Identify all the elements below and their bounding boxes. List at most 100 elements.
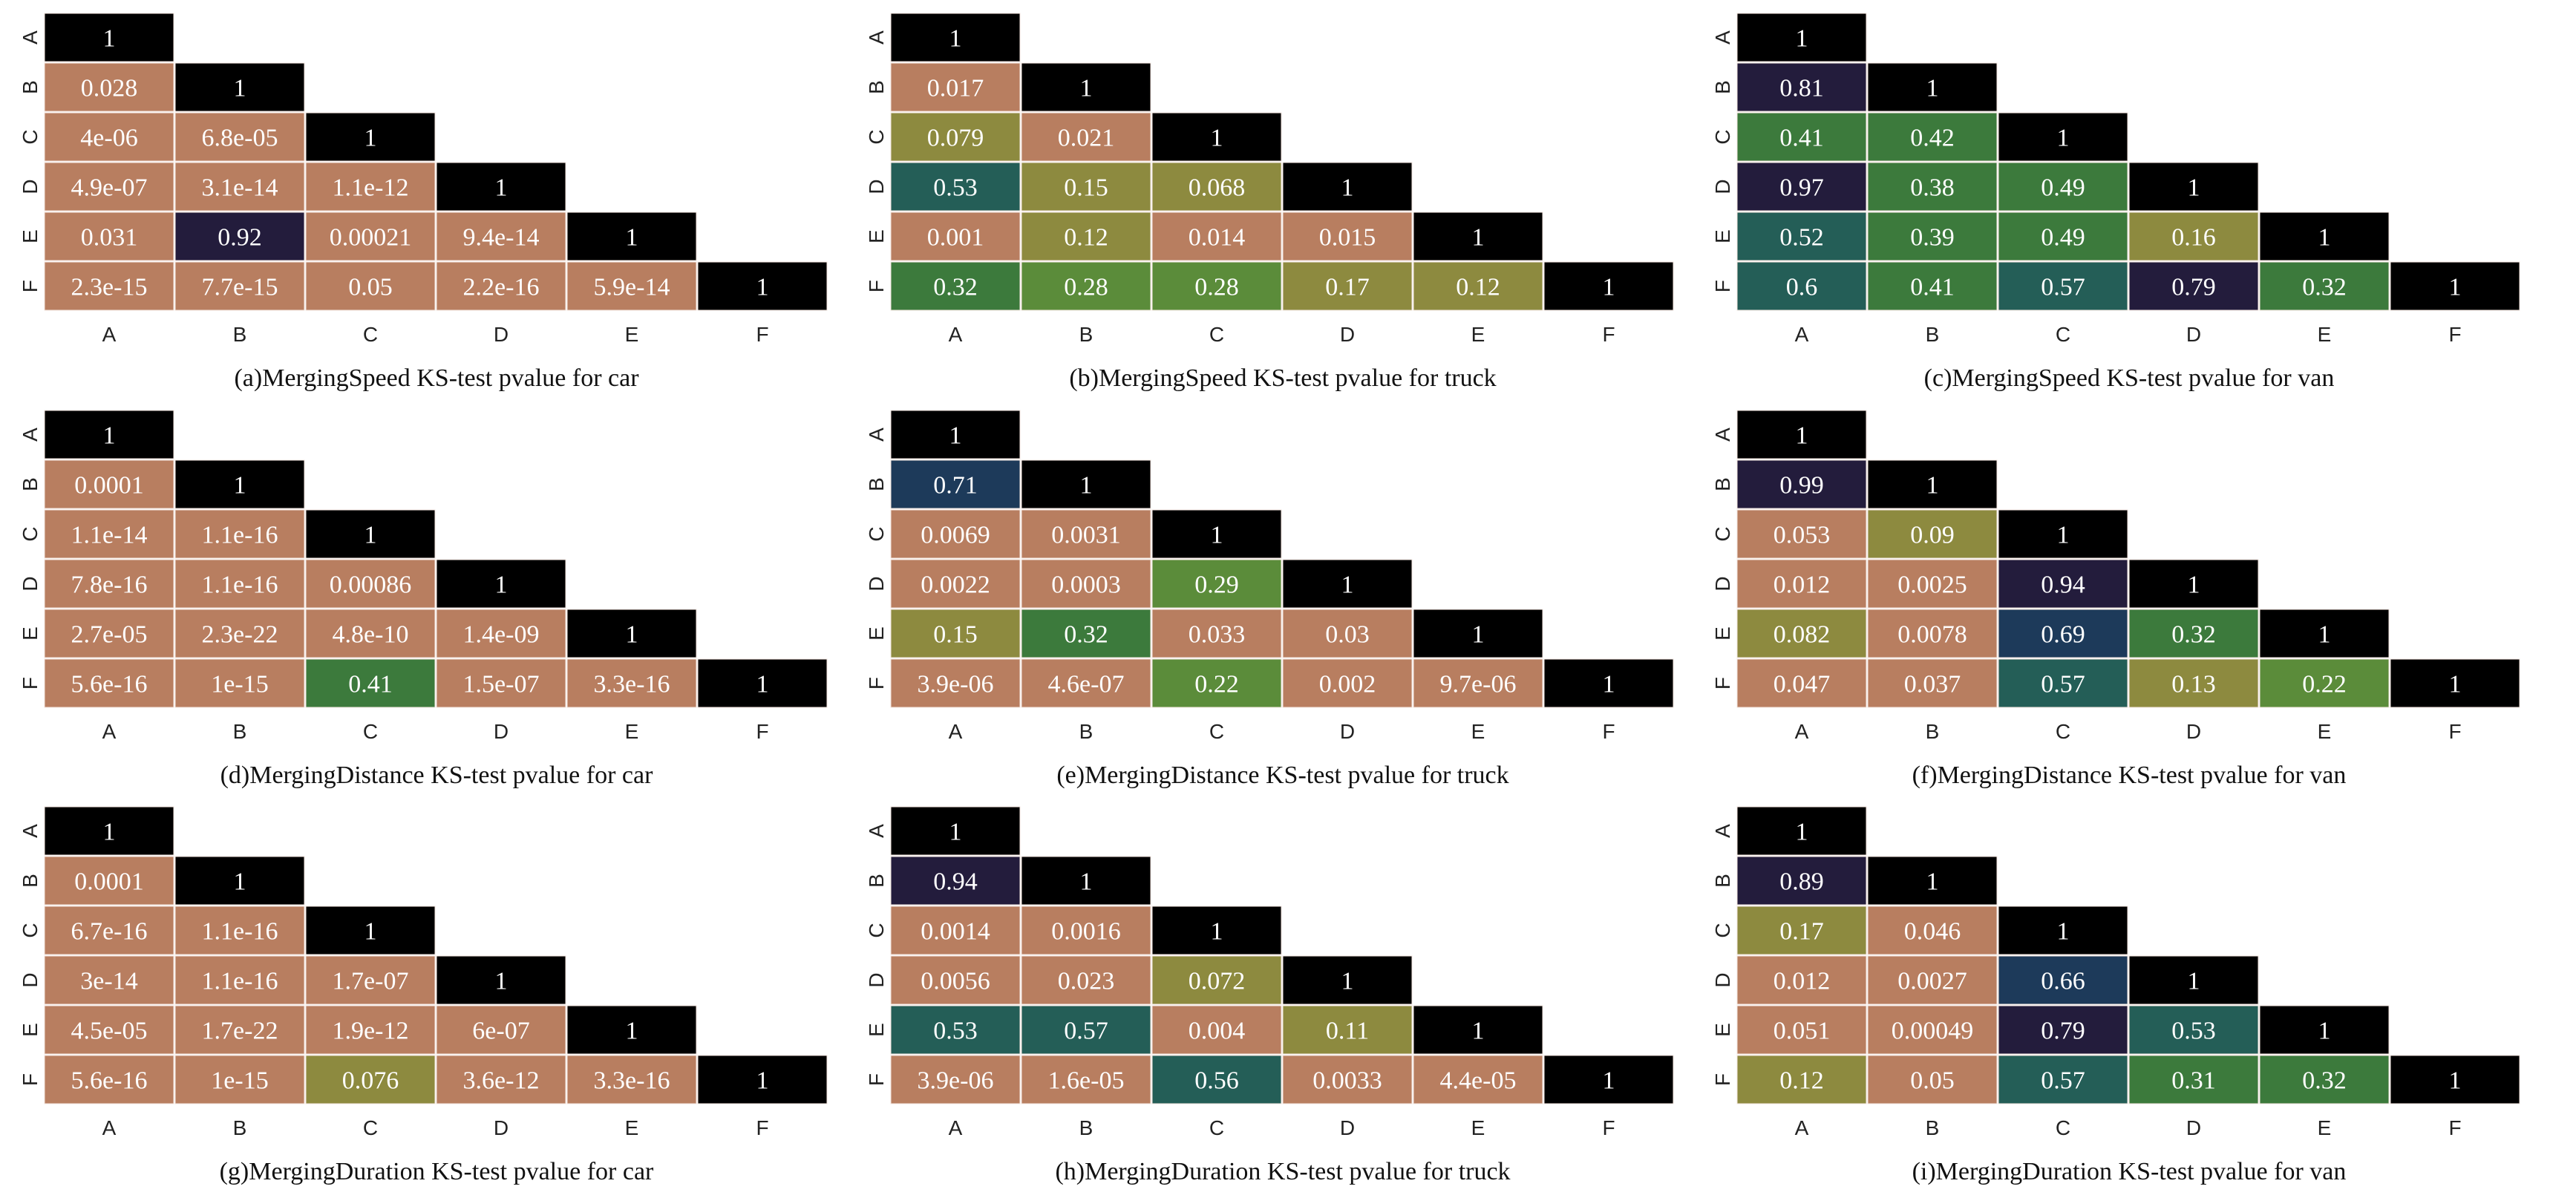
y-tick-label: C (19, 129, 42, 144)
cell-value-label: 0.046 (1904, 918, 1961, 946)
heatmap-cell (2259, 261, 2390, 311)
heatmap-cell (44, 62, 174, 112)
cell-value-label: 0.082 (1774, 621, 1831, 649)
heatmap-cell (2259, 658, 2390, 708)
x-tick-label: C (363, 323, 378, 346)
heatmap-cell (1282, 658, 1413, 708)
heatmap-cell (1413, 261, 1543, 311)
heatmap-cell (436, 261, 566, 311)
y-tick-label: A (1711, 30, 1734, 45)
cell-value-label: 0.39 (1910, 224, 1955, 252)
y-tick-label: B (865, 874, 888, 888)
heatmap-cell (305, 658, 436, 708)
y-tick-label: B (1711, 477, 1734, 491)
chart-caption: (i)MergingDuration KS-test pvalue for va… (1912, 1158, 2347, 1185)
cell-value-label: 1 (234, 472, 246, 500)
x-tick-label: A (949, 323, 963, 346)
cell-value-label: 1.1e-14 (71, 522, 148, 549)
x-tick-label: B (233, 323, 247, 346)
heatmap-cell (1021, 62, 1151, 112)
heatmap-cell (1543, 1055, 1674, 1104)
heatmap-cell (436, 955, 566, 1005)
x-tick-label: E (625, 1116, 639, 1139)
cell-value-label: 0.12 (1779, 1067, 1824, 1095)
y-tick-label: D (1711, 576, 1734, 591)
cell-value-label: 7.7e-15 (202, 274, 278, 301)
x-tick-label: A (949, 720, 963, 743)
cell-value-label: 0.94 (933, 868, 978, 896)
heatmap-cell (1867, 856, 1998, 906)
cell-value-label: 1 (756, 671, 769, 698)
y-tick-label: F (19, 677, 42, 690)
y-tick-label: E (19, 626, 42, 641)
cell-value-label: 1 (626, 621, 638, 649)
cell-value-label: 0.6 (1786, 274, 1818, 301)
cell-value-label: 0.17 (1325, 274, 1370, 301)
cell-value-label: 1e-15 (211, 1067, 268, 1095)
heatmap-cell (2259, 1055, 2390, 1104)
cell-value-label: 0.17 (1779, 918, 1824, 946)
heatmap-cell (1413, 658, 1543, 708)
heatmap-cell (1413, 212, 1543, 261)
heatmap-cell (1736, 509, 1867, 559)
y-tick-label: F (865, 280, 888, 292)
heatmap-cell (890, 62, 1021, 112)
x-tick-label: D (494, 1116, 509, 1139)
heatmap-cell (1867, 162, 1998, 212)
cell-value-label: 6.8e-05 (202, 125, 278, 152)
heatmap-cell (1021, 162, 1151, 212)
cell-value-label: 0.05 (348, 274, 393, 301)
cell-value-label: 0.031 (81, 224, 138, 252)
heatmap-panel: 1 0.71 1 0.0069 0.0031 1 0.0022 0.0003 0.29 1 0.15… (865, 410, 1674, 789)
cell-value-label: 1 (103, 25, 116, 53)
heatmap-panel: 1 0.94 1 0.0014 0.0016 1 0.0056 0.023 0.072 1 0.53… (865, 806, 1674, 1185)
x-tick-label: F (2448, 1116, 2461, 1139)
x-tick-label: B (1926, 323, 1940, 346)
heatmap-cell (44, 955, 174, 1005)
y-tick-label: B (19, 874, 42, 888)
x-tick-label: A (1795, 720, 1809, 743)
heatmap-cell (436, 609, 566, 658)
heatmap-cell (1151, 261, 1282, 311)
y-tick-label: F (19, 1073, 42, 1086)
heatmap-cell (1021, 212, 1151, 261)
heatmap-cell (1021, 1005, 1151, 1055)
heatmap-cell (305, 609, 436, 658)
heatmap-cell (1736, 658, 1867, 708)
cell-value-label: 9.4e-14 (463, 224, 540, 252)
y-tick-label: A (19, 428, 42, 442)
y-tick-label: B (865, 80, 888, 94)
chart-caption: (d)MergingDistance KS-test pvalue for ca… (220, 762, 654, 789)
y-tick-label: C (865, 526, 888, 541)
heatmap-cell (1151, 509, 1282, 559)
cell-value-label: 1 (103, 819, 116, 846)
x-tick-label: D (494, 323, 509, 346)
cell-value-label: 1 (495, 174, 508, 202)
heatmap-cell (305, 559, 436, 609)
x-tick-label: E (1471, 1116, 1485, 1139)
cell-value-label: 0.0056 (921, 968, 990, 995)
heatmap-cell (1867, 609, 1998, 658)
y-tick-label: D (1711, 179, 1734, 194)
heatmap-cell (2128, 1005, 2259, 1055)
heatmap-cell (174, 62, 305, 112)
cell-value-label: 1 (1341, 572, 1354, 599)
cell-value-label: 3.9e-06 (918, 671, 994, 698)
cell-value-label: 0.13 (2171, 671, 2216, 698)
cell-value-label: 1 (495, 572, 508, 599)
y-tick-label: D (865, 179, 888, 194)
heatmap-cell (1282, 261, 1413, 311)
cell-value-label: 0.0016 (1051, 918, 1121, 946)
cell-value-label: 0.0031 (1051, 522, 1121, 549)
heatmap-cell (2259, 609, 2390, 658)
cell-value-label: 0.053 (1774, 522, 1831, 549)
cell-value-label: 1 (756, 1067, 769, 1095)
y-tick-label: A (865, 30, 888, 45)
heatmap-cell (1151, 609, 1282, 658)
cell-value-label: 1.6e-05 (1048, 1067, 1125, 1095)
heatmap-cell (890, 261, 1021, 311)
cell-value-label: 0.57 (2041, 1067, 2085, 1095)
heatmap-cell (44, 806, 174, 856)
heatmap-cell (2128, 261, 2259, 311)
cell-value-label: 0.28 (1194, 274, 1239, 301)
